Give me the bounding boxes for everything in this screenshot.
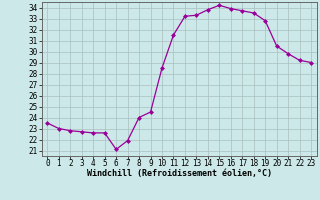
X-axis label: Windchill (Refroidissement éolien,°C): Windchill (Refroidissement éolien,°C) <box>87 169 272 178</box>
